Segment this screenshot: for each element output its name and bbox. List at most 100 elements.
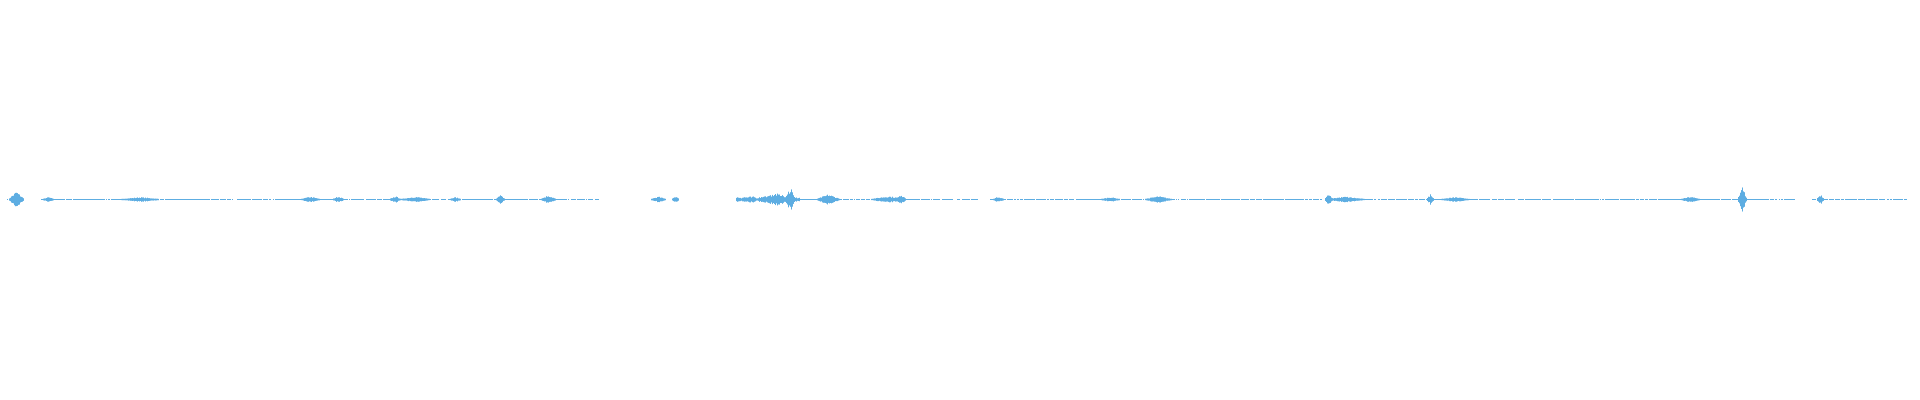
waveform-bar	[1203, 199, 1204, 200]
waveform-bar	[949, 199, 950, 200]
waveform-bar	[1660, 199, 1661, 200]
waveform-bar	[1741, 190, 1742, 209]
waveform-bar	[1087, 199, 1088, 200]
waveform-bar	[187, 199, 188, 200]
waveform-bar	[282, 199, 283, 200]
waveform-bar	[220, 199, 221, 200]
waveform-bar	[1303, 199, 1304, 200]
waveform-bar	[1837, 199, 1838, 200]
waveform-bar	[1439, 199, 1440, 200]
waveform-bar	[1653, 199, 1654, 200]
waveform-bar	[1378, 199, 1379, 200]
waveform-bar	[150, 198, 151, 201]
waveform-bar	[1260, 199, 1261, 200]
waveform-bar	[1002, 198, 1003, 201]
waveform-bar	[108, 199, 109, 200]
waveform-bar	[1094, 199, 1095, 200]
waveform-bar	[13, 195, 14, 204]
waveform-bar	[1187, 199, 1188, 200]
waveform-bar	[70, 199, 71, 200]
waveform-bar	[1149, 198, 1150, 201]
waveform-bar	[331, 199, 332, 200]
waveform-bar	[1582, 199, 1583, 200]
waveform-bar	[1248, 199, 1249, 200]
waveform-bar	[1141, 199, 1142, 200]
waveform-bar	[1636, 199, 1637, 200]
waveform-bar	[851, 199, 852, 200]
waveform-bar	[1353, 198, 1354, 201]
waveform-bar	[181, 199, 182, 200]
waveform-bar	[472, 199, 473, 200]
waveform-bar	[652, 198, 653, 201]
waveform-bar	[1638, 199, 1639, 200]
waveform-bar	[130, 198, 131, 201]
waveform-bar	[19, 194, 20, 205]
waveform-bar	[1235, 199, 1236, 200]
waveform-bar	[1729, 199, 1730, 200]
waveform-bar	[459, 198, 460, 201]
waveform-bar	[404, 198, 405, 201]
waveform-bar	[1340, 198, 1341, 202]
waveform-bar	[566, 199, 567, 200]
waveform-bar	[532, 199, 533, 200]
waveform-bar	[1561, 199, 1562, 200]
waveform-bar	[194, 199, 195, 200]
waveform-bar	[1415, 199, 1416, 200]
waveform-bar	[550, 197, 551, 202]
waveform-bar	[465, 199, 466, 200]
waveform-bar	[239, 199, 240, 200]
waveform-bar	[1215, 199, 1216, 200]
waveform-bar	[486, 199, 487, 200]
waveform-bar	[1316, 199, 1317, 200]
waveform-bar	[1663, 199, 1664, 200]
waveform-bar	[1682, 198, 1683, 201]
waveform-bar	[1827, 199, 1828, 200]
waveform-bar	[87, 199, 88, 200]
waveform-bar	[1079, 199, 1080, 200]
waveform-bar	[1422, 199, 1423, 200]
waveform-bar	[1791, 199, 1792, 200]
waveform-bar	[828, 196, 829, 203]
waveform-bar	[410, 197, 411, 202]
waveform-bar	[55, 199, 56, 200]
waveform-bar	[485, 199, 486, 200]
waveform-bar	[966, 199, 967, 200]
waveform-bar	[1470, 199, 1471, 200]
waveform-bar	[1545, 199, 1546, 200]
waveform-bar	[1775, 199, 1776, 200]
waveform-bar	[61, 199, 62, 200]
waveform-bar	[1090, 199, 1091, 200]
waveform-bar	[183, 199, 184, 200]
waveform-bar	[510, 199, 511, 200]
waveform-bar	[1819, 196, 1820, 203]
waveform-bar	[353, 199, 354, 200]
waveform-bar	[112, 199, 113, 200]
waveform-bar	[761, 197, 762, 202]
waveform-bar	[1590, 199, 1591, 200]
waveform-bar	[104, 199, 105, 200]
waveform-bar	[573, 199, 574, 200]
waveform-bar	[1097, 199, 1098, 200]
waveform-bar	[1015, 199, 1016, 200]
waveform-bar	[21, 196, 22, 202]
waveform-bar	[1754, 199, 1755, 200]
waveform-bar	[885, 197, 886, 202]
waveform-bar	[223, 199, 224, 200]
waveform-bar	[1116, 198, 1117, 201]
waveform-bar	[60, 199, 61, 200]
waveform-bar	[403, 198, 404, 201]
waveform-bar	[275, 199, 276, 200]
waveform-bar	[257, 199, 258, 200]
waveform-bar	[1410, 199, 1411, 200]
waveform-bar	[1688, 197, 1689, 202]
waveform-bar	[215, 199, 216, 200]
waveform-bar	[1603, 199, 1604, 200]
waveform-bar	[191, 199, 192, 200]
waveform-bar	[1000, 198, 1001, 201]
waveform-bar	[423, 198, 424, 201]
waveform-bar	[487, 199, 488, 200]
waveform-bar	[1858, 199, 1859, 200]
waveform-bar	[785, 197, 786, 202]
waveform-bar	[1537, 199, 1538, 200]
waveform-bar	[1539, 199, 1540, 200]
